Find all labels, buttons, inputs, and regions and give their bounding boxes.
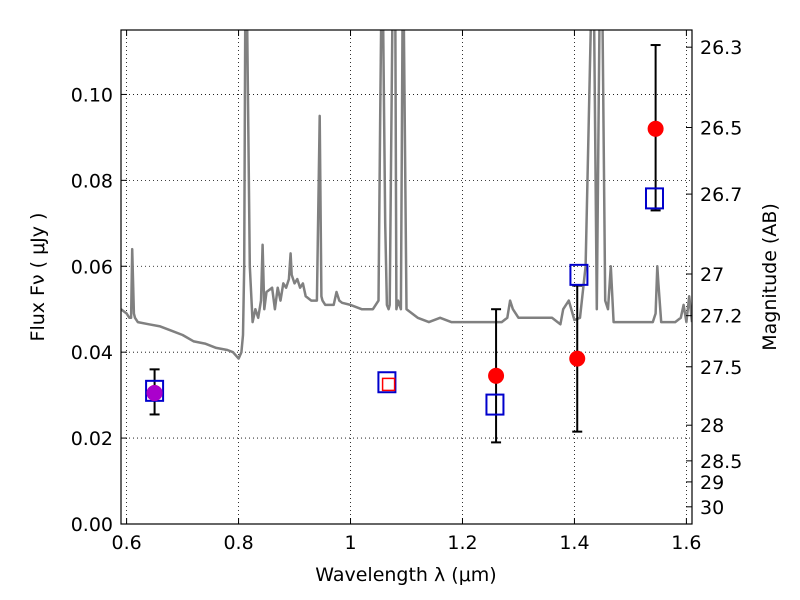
model-point-square [569,263,589,286]
y2-tick-label: 27.5 [700,357,742,379]
y2-tick-label: 29 [700,472,724,494]
y2-tick-label: 26.7 [700,184,742,206]
y-tick-label: 0.10 [71,84,113,106]
y-tick-label: 0.00 [71,514,113,536]
y2-tick-label: 28 [700,415,724,437]
y2-tick-label: 28.5 [700,451,742,473]
x-tick-label: 1.2 [447,532,477,554]
model-point-square [644,187,664,210]
x-axis-label: Wavelength λ (μm) [315,564,496,586]
y2-tick-label: 27.2 [700,306,742,328]
x-tick-label: 1 [344,532,356,554]
spectrum-line [121,30,692,360]
y-axis-ticks: 0.00 0.02 0.04 0.06 0.08 0.10 [71,84,127,536]
observed-point [647,120,664,137]
x-tick-label: 0.8 [223,532,253,554]
y2-tick-label: 30 [700,497,724,519]
x-tick-label: 1.4 [559,532,589,554]
y-tick-label: 0.08 [71,170,113,192]
observed-point [488,367,505,384]
model-point-square [485,393,505,416]
model-spectrum [121,30,692,360]
x-tick-label: 1.6 [671,532,701,554]
y2-tick-label: 26.5 [700,118,742,140]
y2-axis-ticks: 26.3 26.5 26.7 27 27.2 27.5 28 28.529 30 [686,37,742,519]
model-point-square [377,371,397,394]
y-tick-label: 0.04 [71,342,113,364]
x-tick-label: 0.6 [111,532,141,554]
y-axis-label: Flux Fν ( μJy ) [27,213,49,342]
y2-axis-label: Magnitude (AB) [759,203,781,351]
x-axis-ticks: 0.6 0.8 1 1.2 1.4 1.6 [111,30,702,554]
y2-tick-label: 26.3 [700,37,742,59]
overlap-point [146,384,163,401]
y-tick-label: 0.02 [71,428,113,450]
observed-upper-square [381,377,396,392]
plot-frame [120,29,693,525]
y2-tick-label: 27 [700,264,724,286]
y-tick-label: 0.06 [71,256,113,278]
observed-point [569,350,586,367]
data-markers [145,44,664,444]
